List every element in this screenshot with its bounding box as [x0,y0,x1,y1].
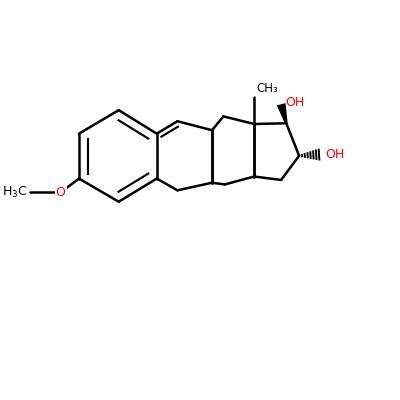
Text: OH: OH [326,148,345,161]
Text: OH: OH [285,96,304,109]
Polygon shape [277,103,288,124]
Text: CH₃: CH₃ [256,82,278,95]
Text: O: O [56,186,66,199]
Text: $\mathregular{H_3C}$: $\mathregular{H_3C}$ [2,185,28,200]
